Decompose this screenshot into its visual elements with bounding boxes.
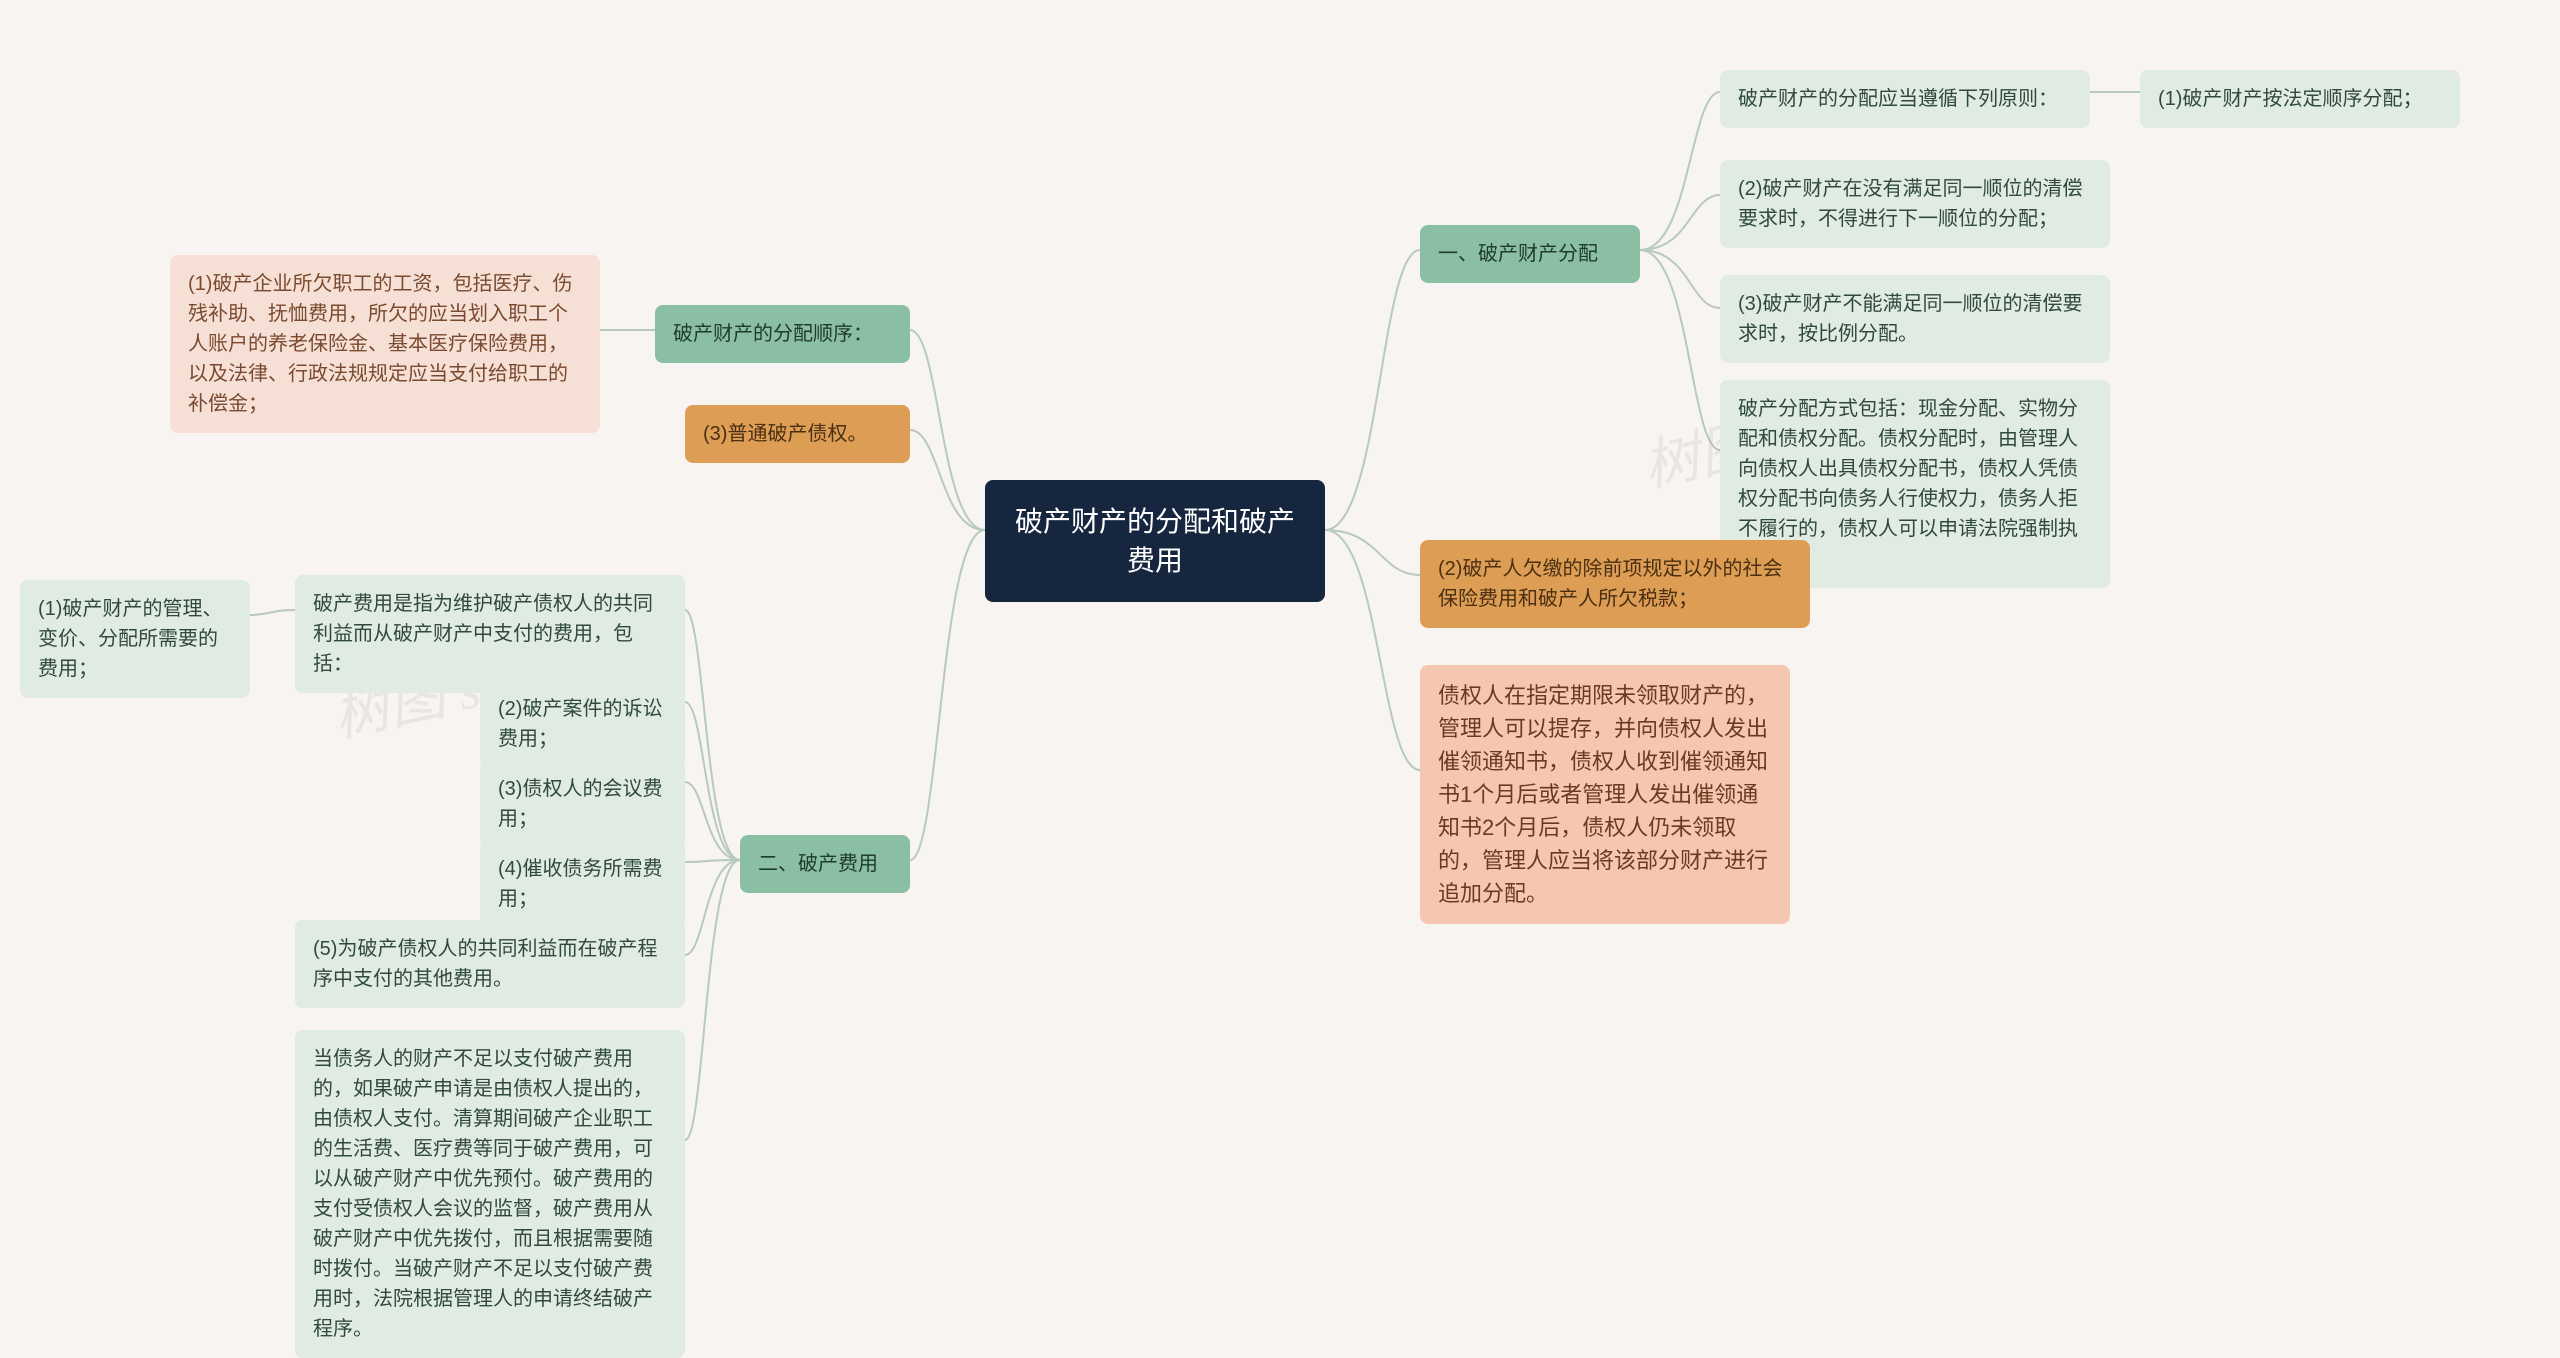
left-b3-c1[interactable]: 破产费用是指为维护破产债权人的共同利益而从破产财产中支付的费用，包括： <box>295 575 685 693</box>
left-branch-3[interactable]: 二、破产费用 <box>740 835 910 893</box>
right-b1-c1[interactable]: 破产财产的分配应当遵循下列原则： <box>1720 70 2090 128</box>
left-b3-c3[interactable]: (3)债权人的会议费用； <box>480 760 685 848</box>
right-branch-3[interactable]: 债权人在指定期限未领取财产的，管理人可以提存，并向债权人发出催领通知书，债权人收… <box>1420 665 1790 924</box>
left-branch-2[interactable]: (3)普通破产债权。 <box>685 405 910 463</box>
right-b1-c3[interactable]: (3)破产财产不能满足同一顺位的清偿要求时，按比例分配。 <box>1720 275 2110 363</box>
left-branch-1[interactable]: 破产财产的分配顺序： <box>655 305 910 363</box>
left-b3-c1-tail[interactable]: (1)破产财产的管理、变价、分配所需要的费用； <box>20 580 250 698</box>
root-node[interactable]: 破产财产的分配和破产费用 <box>985 480 1325 602</box>
right-b1-c2[interactable]: (2)破产财产在没有满足同一顺位的清偿要求时，不得进行下一顺位的分配； <box>1720 160 2110 248</box>
left-b1-child[interactable]: (1)破产企业所欠职工的工资，包括医疗、伤残补助、抚恤费用，所欠的应当划入职工个… <box>170 255 600 433</box>
right-b1-c1-tail[interactable]: (1)破产财产按法定顺序分配； <box>2140 70 2460 128</box>
left-b3-c5[interactable]: (5)为破产债权人的共同利益而在破产程序中支付的其他费用。 <box>295 920 685 1008</box>
left-b3-c2[interactable]: (2)破产案件的诉讼费用； <box>480 680 685 768</box>
right-branch-2[interactable]: (2)破产人欠缴的除前项规定以外的社会保险费用和破产人所欠税款； <box>1420 540 1810 628</box>
left-b3-c6[interactable]: 当债务人的财产不足以支付破产费用的，如果破产申请是由债权人提出的，由债权人支付。… <box>295 1030 685 1358</box>
right-branch-1[interactable]: 一、破产财产分配 <box>1420 225 1640 283</box>
left-b3-c4[interactable]: (4)催收债务所需费用； <box>480 840 685 928</box>
